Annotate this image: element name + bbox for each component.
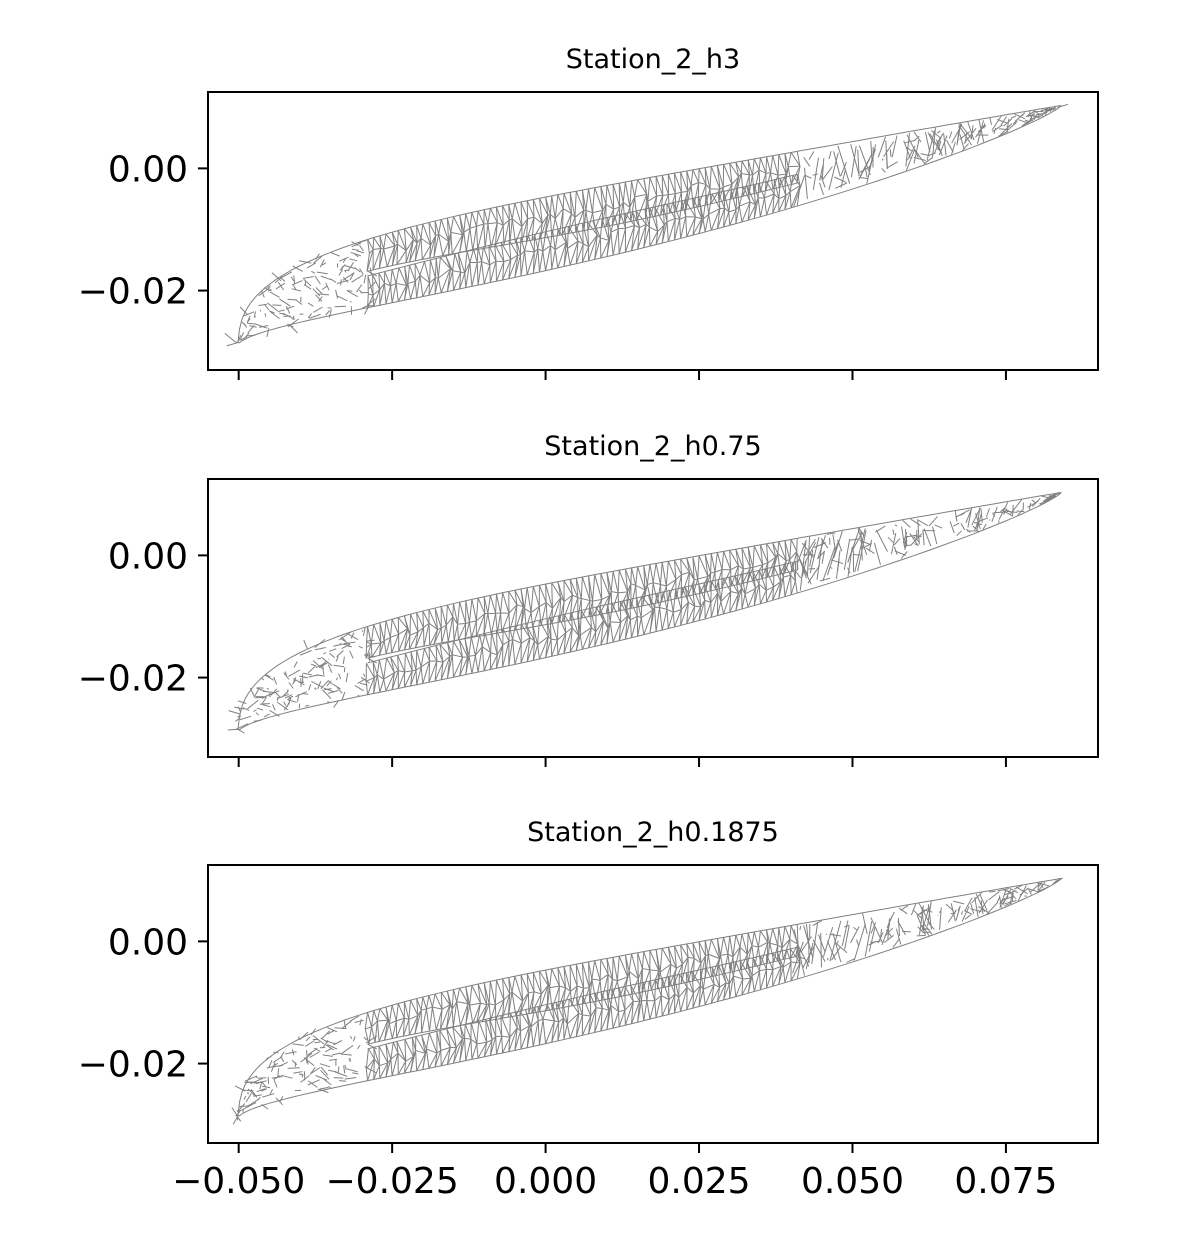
panel-title: Station_2_h0.75 xyxy=(544,431,761,462)
panel-title: Station_2_h3 xyxy=(566,44,740,75)
mesh xyxy=(227,491,1062,734)
panel-title: Station_2_h0.1875 xyxy=(527,817,779,848)
y-tick-label: 0.00 xyxy=(108,922,188,963)
mesh xyxy=(224,103,1069,347)
x-tick-label: 0.050 xyxy=(801,1161,904,1202)
y-tick-label: 0.00 xyxy=(108,536,188,577)
x-tick-label: −0.025 xyxy=(326,1161,459,1202)
x-tick-label: 0.075 xyxy=(954,1161,1057,1202)
y-tick-label: −0.02 xyxy=(78,1045,188,1086)
panel-1: Station_2_h3 0.00 −0.02 xyxy=(78,44,1099,380)
x-tick-label: −0.050 xyxy=(172,1161,305,1202)
y-tick-label: −0.02 xyxy=(78,272,188,313)
x-tick-label: 0.025 xyxy=(648,1161,751,1202)
y-tick-label: 0.00 xyxy=(108,149,188,190)
y-tick-label: −0.02 xyxy=(78,659,188,700)
x-tick-label: 0.000 xyxy=(494,1161,597,1202)
panel-2: Station_2_h0.75 0.00 −0.02 xyxy=(78,431,1099,767)
panel-3: Station_2_h0.1875 −0.050 −0.025 0.000 0.025 0… xyxy=(78,817,1099,1202)
axes-frame xyxy=(207,91,1099,371)
mesh xyxy=(231,877,1063,1125)
axes-frame xyxy=(207,478,1099,758)
axes-frame xyxy=(207,864,1099,1144)
